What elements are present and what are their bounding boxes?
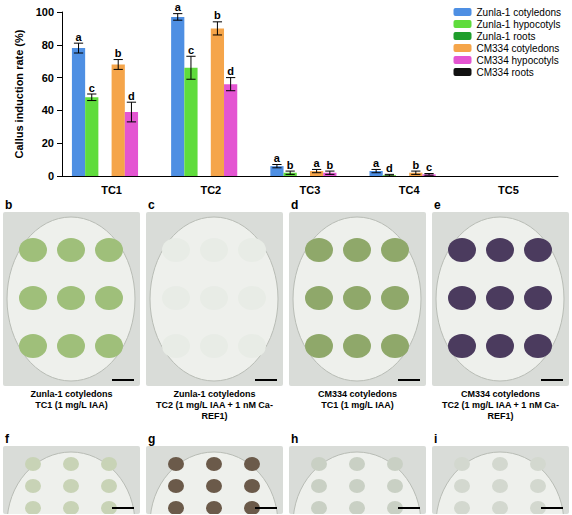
svg-text:Callus induction rate (%): Callus induction rate (%) (13, 29, 25, 158)
html-text:i: i (434, 432, 438, 446)
html-text:b: b (5, 198, 13, 212)
svg-text:CM334 roots: CM334 roots (477, 67, 534, 78)
svg-text:c: c (89, 82, 95, 94)
html-text:TC2 (1 mg/L IAA + 1 nM Ca-REF1: TC2 (1 mg/L IAA + 1 nM Ca-REF1) (442, 400, 559, 421)
svg-text:TC3: TC3 (300, 184, 321, 196)
svg-text:60: 60 (42, 72, 54, 84)
svg-text:CM334 cotyledons: CM334 cotyledons (477, 43, 560, 54)
svg-text:c: c (188, 44, 194, 56)
svg-text:40: 40 (42, 104, 54, 116)
html-text:g: g (148, 432, 156, 446)
svg-text:TC4: TC4 (399, 184, 421, 196)
svg-text:0: 0 (48, 170, 54, 182)
svg-text:b: b (214, 9, 221, 21)
html-text:TC1 (1 mg/L IAA): TC1 (1 mg/L IAA) (321, 400, 394, 410)
svg-text:20: 20 (42, 137, 54, 149)
html-text:h: h (291, 432, 299, 446)
svg-text:TC1: TC1 (101, 184, 122, 196)
html-text:CM334 cotyledons: CM334 cotyledons (461, 389, 540, 399)
svg-text:b: b (412, 159, 419, 171)
html-text:d: d (291, 198, 299, 212)
svg-text:Zunla-1 hypocotyls: Zunla-1 hypocotyls (477, 19, 561, 30)
html-text:CM334 cotyledons: CM334 cotyledons (318, 389, 397, 399)
svg-text:a: a (373, 157, 380, 169)
svg-text:d: d (227, 65, 234, 77)
html-text:f: f (5, 432, 9, 446)
svg-text:a: a (274, 152, 281, 164)
svg-text:b: b (287, 159, 294, 171)
svg-text:b: b (326, 159, 333, 171)
html-text:Zunla-1 cotyledons: Zunla-1 cotyledons (30, 389, 113, 399)
svg-text:TC5: TC5 (498, 184, 519, 196)
html-text:c: c (148, 198, 155, 212)
svg-text:100: 100 (36, 6, 54, 18)
svg-text:d: d (386, 162, 393, 174)
html-text:e: e (434, 198, 441, 212)
svg-text:a: a (175, 1, 182, 13)
svg-text:80: 80 (42, 39, 54, 51)
svg-text:Zunla-1 cotyledons: Zunla-1 cotyledons (477, 7, 562, 18)
html-text:TC2 (1 mg/L IAA + 1 nM Ca-REF1: TC2 (1 mg/L IAA + 1 nM Ca-REF1) (156, 400, 273, 421)
svg-text:TC2: TC2 (200, 184, 221, 196)
svg-text:Zunla-1 roots: Zunla-1 roots (477, 31, 536, 42)
svg-text:c: c (426, 161, 432, 173)
svg-text:a: a (314, 157, 321, 169)
svg-text:CM334 hypocotyls: CM334 hypocotyls (477, 55, 559, 66)
html-text:TC1 (1 mg/L IAA): TC1 (1 mg/L IAA) (35, 400, 108, 410)
svg-text:b: b (115, 47, 122, 59)
html-text:Zunla-1 cotyledons: Zunla-1 cotyledons (173, 389, 256, 399)
svg-text:d: d (128, 90, 135, 102)
svg-text:a: a (75, 31, 82, 43)
